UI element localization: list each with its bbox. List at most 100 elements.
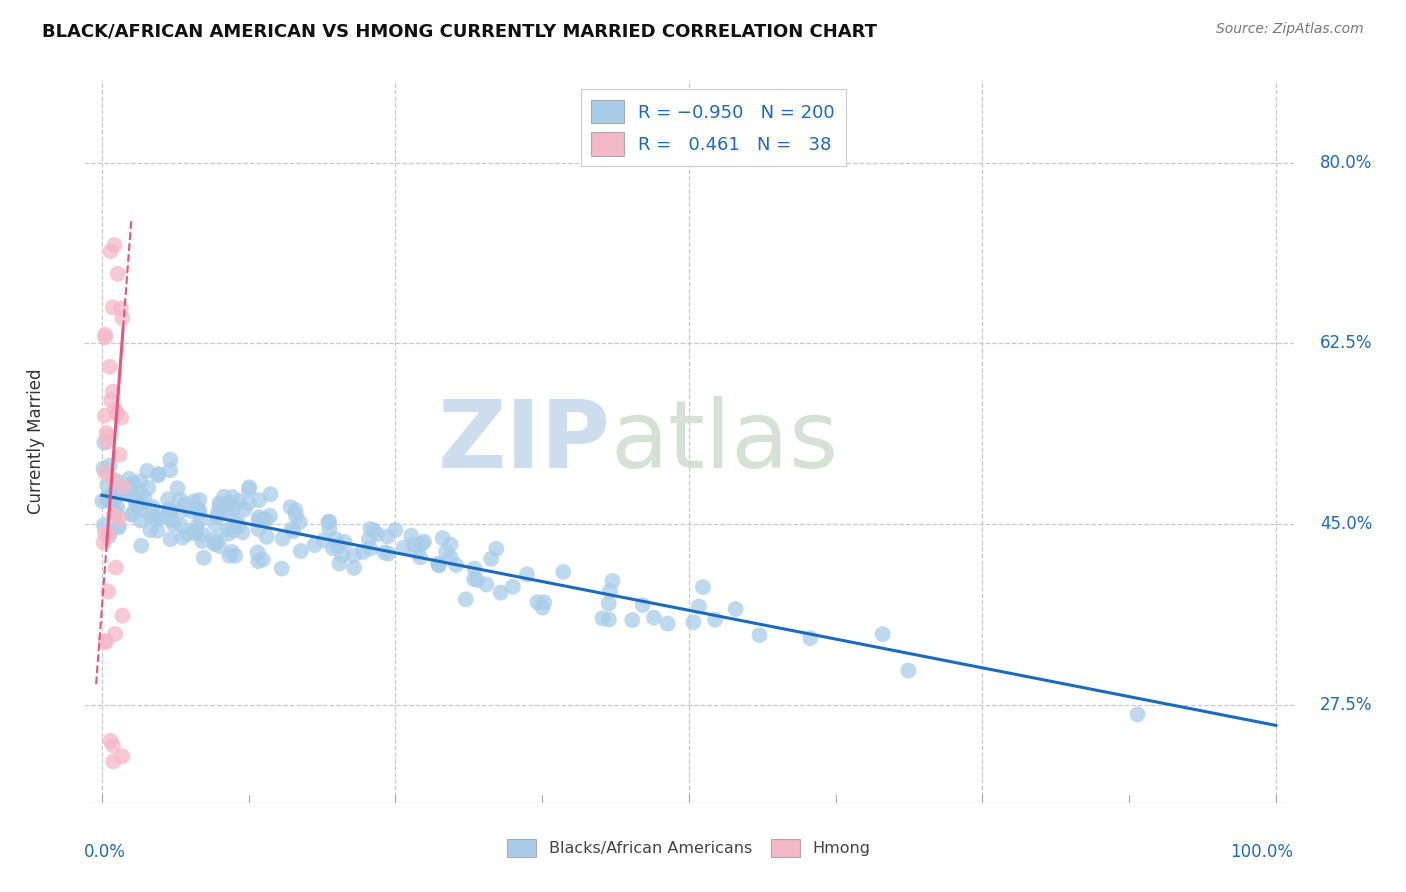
Point [128, 498, 150, 512]
Point [186, 502, 208, 516]
Text: Source: ZipAtlas.com: Source: ZipAtlas.com [1216, 22, 1364, 37]
Point [222, 500, 245, 515]
Point [96, 491, 118, 506]
Point [129, 514, 152, 528]
Point [322, 541, 344, 556]
Point [93, 518, 115, 533]
Point [146, 524, 169, 538]
Point [186, 519, 208, 533]
Point [145, 509, 167, 524]
Point [602, 574, 624, 588]
Point [434, 545, 457, 559]
Point [97, 494, 120, 508]
Point [233, 502, 256, 516]
Text: 100.0%: 100.0% [1230, 843, 1294, 861]
Point [247, 493, 270, 508]
Point [333, 535, 356, 549]
Point [94, 330, 117, 344]
Point [254, 513, 277, 527]
Point [259, 508, 281, 523]
Point [748, 628, 770, 642]
Point [132, 503, 155, 517]
Point [526, 595, 548, 609]
Point [444, 558, 467, 572]
Point [97, 527, 120, 541]
Point [208, 496, 231, 510]
Point [187, 502, 209, 516]
Text: 62.5%: 62.5% [1320, 334, 1372, 352]
Point [465, 573, 488, 587]
Point [139, 509, 162, 524]
Point [193, 528, 215, 542]
Point [326, 539, 349, 553]
Point [94, 327, 117, 342]
Point [105, 406, 128, 420]
Point [173, 497, 195, 511]
Point [432, 531, 454, 545]
Point [157, 492, 180, 507]
Point [246, 545, 269, 559]
Point [631, 598, 654, 612]
Point [247, 513, 270, 527]
Point [682, 615, 704, 629]
Point [643, 610, 665, 624]
Point [138, 481, 160, 495]
Point [101, 739, 124, 753]
Point [104, 560, 127, 574]
Point [104, 474, 127, 488]
Point [93, 409, 115, 423]
Point [290, 544, 312, 558]
Point [231, 525, 253, 540]
Point [621, 613, 644, 627]
Point [100, 491, 122, 506]
Point [221, 490, 243, 504]
Point [352, 545, 374, 559]
Point [96, 478, 118, 492]
Point [357, 533, 380, 547]
Point [205, 509, 228, 524]
Point [91, 494, 114, 508]
Point [172, 531, 194, 545]
Point [121, 476, 143, 491]
Point [188, 505, 211, 519]
Point [259, 487, 281, 501]
Point [159, 532, 181, 546]
Point [107, 519, 129, 533]
Point [427, 558, 450, 573]
Point [401, 529, 423, 543]
Point [454, 592, 477, 607]
Point [271, 532, 294, 546]
Point [392, 541, 415, 555]
Legend: Blacks/African Americans, Hmong: Blacks/African Americans, Hmong [501, 832, 877, 863]
Point [98, 458, 121, 473]
Point [101, 472, 124, 486]
Point [148, 467, 170, 481]
Point [406, 545, 429, 559]
Point [105, 407, 128, 421]
Point [312, 533, 335, 548]
Point [100, 244, 122, 259]
Point [118, 472, 141, 486]
Point [366, 527, 388, 541]
Point [228, 519, 250, 533]
Point [159, 463, 181, 477]
Point [96, 425, 118, 440]
Point [93, 526, 115, 541]
Point [214, 503, 236, 517]
Point [439, 537, 461, 551]
Point [100, 734, 122, 748]
Point [108, 448, 131, 462]
Point [160, 513, 183, 527]
Text: BLACK/AFRICAN AMERICAN VS HMONG CURRENTLY MARRIED CORRELATION CHART: BLACK/AFRICAN AMERICAN VS HMONG CURRENTL… [42, 22, 877, 40]
Point [129, 487, 152, 501]
Point [343, 561, 366, 575]
Point [384, 523, 406, 537]
Point [190, 512, 212, 526]
Text: 45.0%: 45.0% [1320, 515, 1372, 533]
Point [222, 524, 245, 538]
Point [124, 493, 146, 508]
Point [125, 498, 148, 512]
Point [146, 512, 169, 526]
Point [413, 534, 436, 549]
Point [328, 557, 350, 571]
